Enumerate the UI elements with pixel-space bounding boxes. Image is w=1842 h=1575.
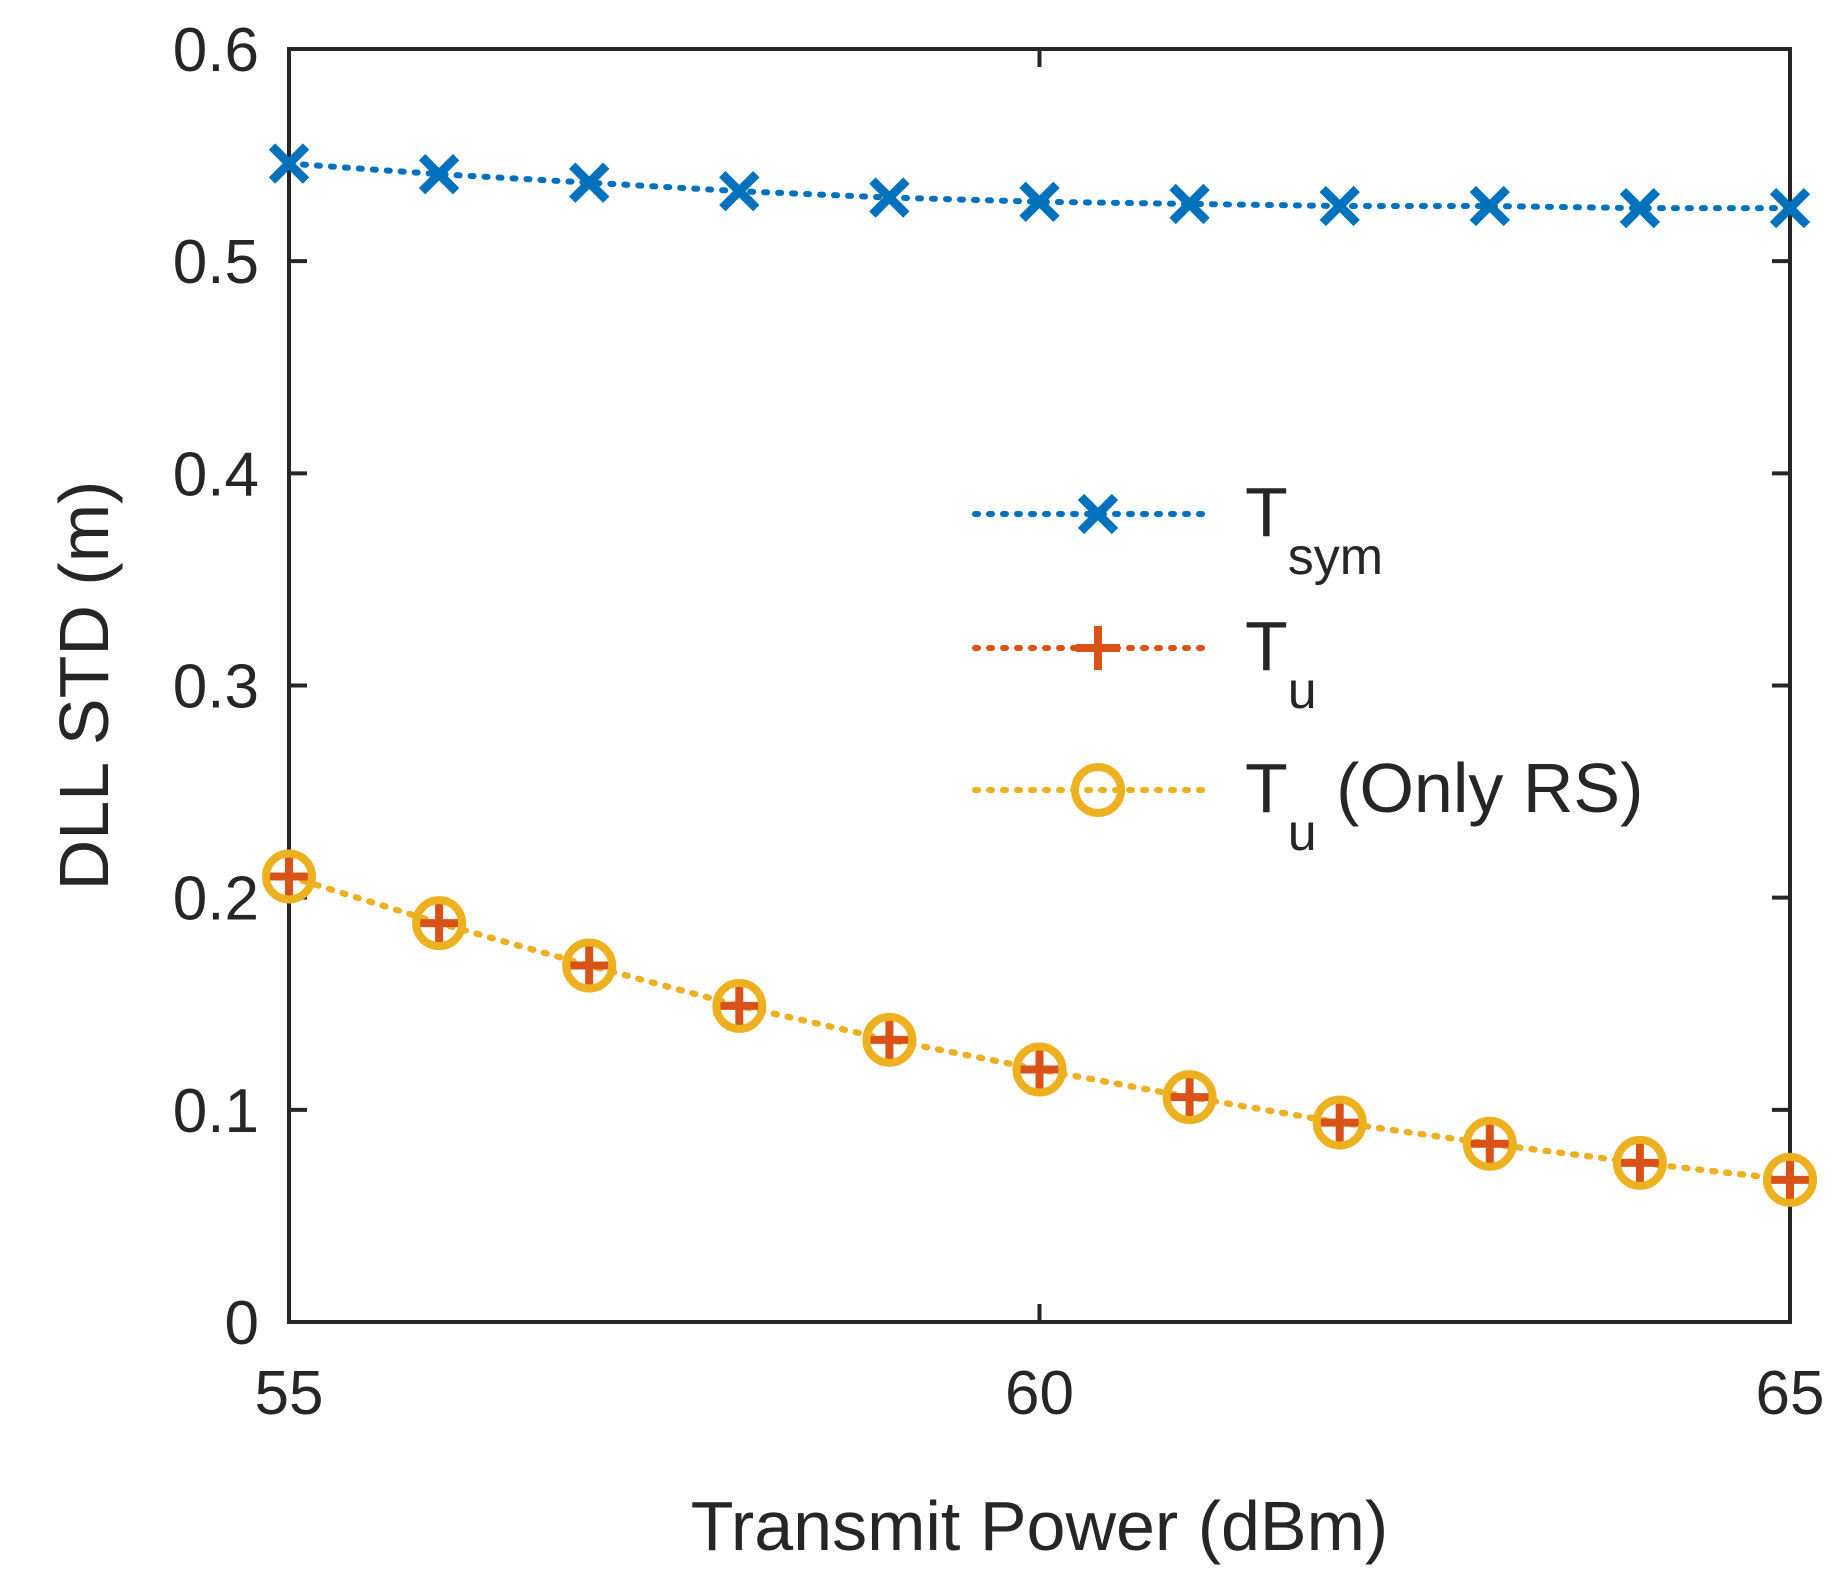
data-point	[712, 978, 767, 1033]
legend-item: Tsym	[972, 473, 1383, 586]
legend-item: Tu	[972, 607, 1317, 720]
data-point	[417, 901, 462, 946]
data-point	[1612, 1135, 1667, 1190]
series-1	[286, 160, 1793, 212]
data-point	[1162, 1070, 1217, 1125]
x-tick-label: 55	[255, 1359, 324, 1428]
data-point	[1319, 185, 1360, 227]
y-tick-label: 0.3	[173, 653, 259, 722]
data-point	[262, 849, 316, 904]
plot-area	[287, 47, 1792, 1324]
data-point	[862, 1012, 917, 1067]
legend-label: Tsym	[1245, 473, 1383, 586]
data-point	[267, 854, 311, 899]
data-point	[569, 162, 610, 203]
y-tick-label: 0	[225, 1289, 259, 1358]
data-point	[418, 153, 460, 195]
legend: Tsym Tu Tu (Only RS)	[972, 473, 1643, 862]
data-point	[412, 896, 467, 951]
data-point	[1768, 1157, 1812, 1202]
data-point	[1169, 183, 1210, 225]
series-1-markers	[268, 143, 1811, 229]
data-point	[567, 943, 612, 988]
data-point	[1763, 1152, 1817, 1207]
series-3-markers	[262, 849, 1817, 1207]
y-tick-label: 0.2	[173, 865, 259, 934]
x-tick-label: 60	[1005, 1359, 1074, 1428]
axis-ticks: 55 60 65 0 0.1 0.2 0.3 0.4 0.5 0.6	[173, 16, 1825, 1428]
data-point	[1469, 185, 1510, 227]
data-point	[1019, 181, 1060, 222]
legend-label: Tu (Only RS)	[1245, 749, 1643, 862]
y-tick-label: 0.1	[173, 1077, 259, 1146]
data-point	[562, 938, 617, 993]
y-tick-label: 0.4	[173, 440, 259, 509]
data-point	[1317, 1100, 1362, 1145]
data-point	[1769, 187, 1811, 229]
data-point	[867, 1017, 912, 1062]
data-point	[1312, 1095, 1367, 1150]
y-tick-label: 0.5	[173, 228, 259, 297]
x-tick-label: 65	[1756, 1359, 1825, 1428]
legend-marker	[1071, 763, 1125, 817]
legend-marker	[1077, 493, 1119, 535]
series-layer	[262, 143, 1817, 1207]
data-point	[869, 177, 910, 218]
data-point	[1467, 1121, 1512, 1166]
x-axis-label: Transmit Power (dBm)	[691, 1487, 1389, 1565]
legend-item: Tu (Only RS)	[972, 749, 1643, 862]
legend-marker	[1076, 626, 1120, 670]
data-point	[719, 170, 760, 212]
data-point	[1619, 187, 1661, 229]
series-2-markers	[267, 854, 1812, 1202]
data-point	[1617, 1140, 1662, 1185]
y-tick-label: 0.6	[173, 16, 259, 85]
series-line	[286, 160, 1793, 212]
data-point	[268, 143, 310, 184]
data-point	[717, 983, 762, 1028]
data-point	[1012, 1042, 1067, 1097]
data-point	[1017, 1047, 1062, 1092]
legend-label: Tu	[1245, 607, 1317, 720]
data-point	[1462, 1116, 1517, 1171]
data-point	[1167, 1075, 1212, 1120]
y-axis-label: DLL STD (m)	[45, 481, 123, 891]
